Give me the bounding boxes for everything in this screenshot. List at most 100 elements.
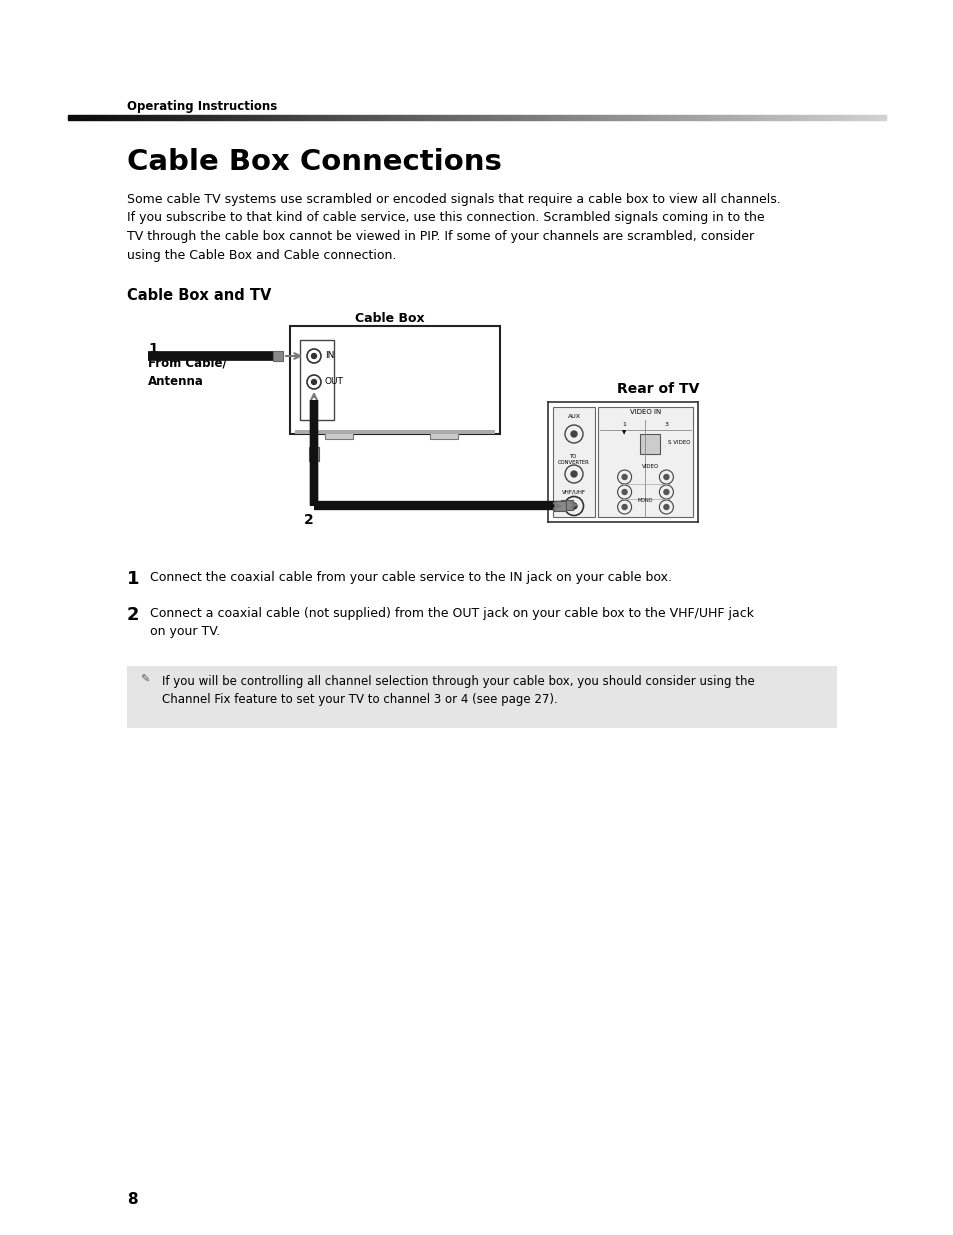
Bar [460, 115, 462, 120]
Bar [178, 115, 180, 120]
Bar [291, 115, 293, 120]
Bar [844, 115, 846, 120]
Bar [698, 115, 700, 120]
Text: 1: 1 [622, 422, 626, 427]
Bar [775, 115, 777, 120]
Bar [330, 115, 332, 120]
Bar [493, 115, 495, 120]
Bar [458, 115, 460, 120]
Bar [744, 115, 746, 120]
Bar [303, 115, 305, 120]
Text: IN: IN [325, 352, 334, 361]
Bar [139, 115, 141, 120]
Bar [709, 115, 712, 120]
Bar [566, 115, 568, 120]
Bar [648, 115, 650, 120]
Bar [871, 115, 873, 120]
Bar [519, 115, 521, 120]
Bar [119, 115, 121, 120]
Circle shape [571, 503, 577, 509]
Bar [339, 115, 342, 120]
Bar [314, 115, 315, 120]
Bar [319, 115, 321, 120]
Bar [430, 115, 432, 120]
Bar [109, 115, 111, 120]
Bar [437, 115, 439, 120]
Bar [798, 115, 800, 120]
Bar [323, 115, 325, 120]
Bar [80, 115, 82, 120]
Bar [726, 115, 728, 120]
Bar [293, 115, 294, 120]
Bar [217, 115, 219, 120]
Bar [170, 115, 172, 120]
Bar [203, 115, 205, 120]
Bar [399, 115, 401, 120]
Bar [599, 115, 601, 120]
Bar [91, 115, 92, 120]
Bar [716, 115, 718, 120]
Bar [636, 115, 638, 120]
Bar [814, 115, 816, 120]
Bar [869, 115, 871, 120]
Bar [557, 115, 558, 120]
Bar [98, 115, 101, 120]
Bar [196, 115, 198, 120]
Bar [280, 115, 282, 120]
Bar [252, 115, 253, 120]
Text: From Cable/
Antenna: From Cable/ Antenna [148, 357, 227, 388]
Bar [266, 115, 268, 120]
Bar [585, 115, 587, 120]
Bar [307, 115, 309, 120]
Bar [619, 115, 621, 120]
Bar [652, 115, 654, 120]
Bar [553, 408, 595, 517]
Bar [137, 115, 139, 120]
Bar [560, 115, 562, 120]
Text: ✎: ✎ [140, 676, 150, 685]
Bar [478, 115, 480, 120]
Bar [755, 115, 757, 120]
Text: 1: 1 [148, 342, 157, 356]
Bar [560, 500, 573, 510]
Bar [476, 115, 478, 120]
Bar [301, 115, 303, 120]
Bar [290, 326, 499, 433]
Bar [373, 115, 375, 120]
Bar [587, 115, 589, 120]
Bar [720, 115, 721, 120]
Bar [883, 115, 885, 120]
Bar [630, 115, 632, 120]
Bar [638, 115, 639, 120]
Bar [664, 115, 666, 120]
Bar [805, 115, 807, 120]
Bar [491, 115, 493, 120]
Text: VIDEO IN: VIDEO IN [629, 409, 660, 415]
Bar [475, 115, 476, 120]
Bar [714, 115, 716, 120]
Bar [700, 115, 701, 120]
Bar [562, 115, 564, 120]
Bar [393, 115, 395, 120]
Bar [591, 115, 593, 120]
Bar [239, 115, 241, 120]
Bar [846, 115, 848, 120]
Bar [495, 115, 497, 120]
Bar [601, 115, 603, 120]
Text: Cable Box Connections: Cable Box Connections [127, 148, 501, 177]
Bar [659, 115, 660, 120]
Bar [760, 115, 762, 120]
Bar [311, 115, 314, 120]
Bar [411, 115, 414, 120]
Bar [299, 115, 301, 120]
Bar [146, 115, 148, 120]
Bar [732, 115, 734, 120]
Bar [155, 115, 158, 120]
Text: Some cable TV systems use scrambled or encoded signals that require a cable box : Some cable TV systems use scrambled or e… [127, 193, 780, 262]
Bar [466, 115, 468, 120]
Bar [432, 115, 434, 120]
Circle shape [312, 379, 316, 384]
Bar [573, 115, 575, 120]
Bar [368, 115, 371, 120]
Bar [862, 115, 864, 120]
